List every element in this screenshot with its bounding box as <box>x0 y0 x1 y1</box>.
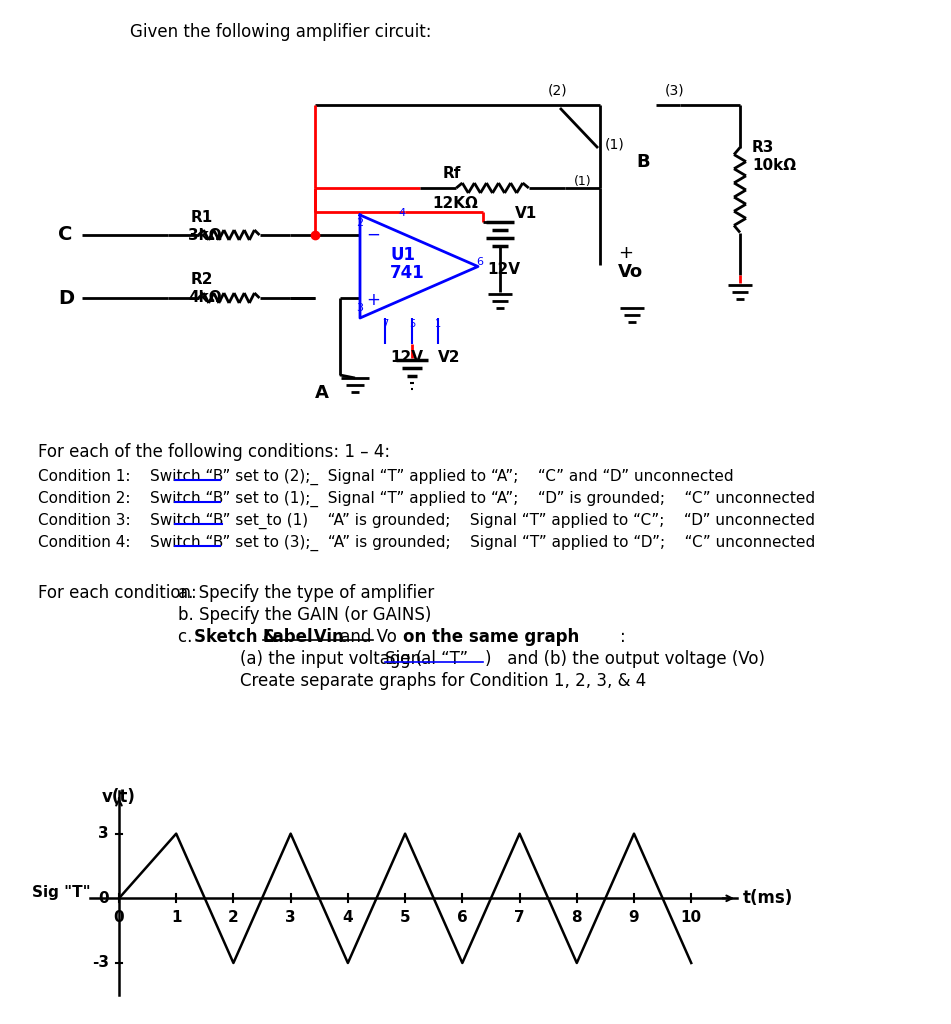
Text: Vo: Vo <box>618 263 643 281</box>
Text: and Vo: and Vo <box>335 628 407 646</box>
Text: For each condition:: For each condition: <box>38 584 197 602</box>
Text: 4kΩ: 4kΩ <box>188 291 222 305</box>
Text: Given the following amplifier circuit:: Given the following amplifier circuit: <box>130 23 432 41</box>
Text: 3: 3 <box>356 303 363 313</box>
Text: 7: 7 <box>514 910 525 925</box>
Text: D: D <box>58 289 74 307</box>
Text: A: A <box>315 384 329 402</box>
Text: B: B <box>636 153 650 171</box>
Text: R3: R3 <box>752 140 774 156</box>
Text: 0: 0 <box>98 891 108 906</box>
Text: 3: 3 <box>98 826 108 841</box>
Text: −: − <box>366 226 379 244</box>
Text: 5: 5 <box>409 319 416 329</box>
Text: 10: 10 <box>681 910 702 925</box>
Text: v(t): v(t) <box>102 788 136 806</box>
Text: 8: 8 <box>572 910 582 925</box>
Text: (a) the input voltage (: (a) the input voltage ( <box>240 650 422 668</box>
Text: Sig "T": Sig "T" <box>31 886 90 900</box>
Text: 1: 1 <box>171 910 182 925</box>
Text: 12V: 12V <box>487 262 520 278</box>
Text: Rf: Rf <box>443 166 461 180</box>
Text: R2: R2 <box>191 272 214 288</box>
Text: Label: Label <box>263 628 314 646</box>
Text: For each of the following conditions: 1 – 4:: For each of the following conditions: 1 … <box>38 443 390 461</box>
Text: a. Specify the type of amplifier: a. Specify the type of amplifier <box>178 584 435 602</box>
Text: V2: V2 <box>438 350 460 366</box>
Text: 4: 4 <box>398 208 405 218</box>
Text: :: : <box>620 628 626 646</box>
Text: Condition 3:    Switch “B” set_to (1)    “A” is grounded;    Signal “T” applied : Condition 3: Switch “B” set_to (1) “A” i… <box>38 513 815 529</box>
Text: (1): (1) <box>574 174 592 187</box>
Text: t(ms): t(ms) <box>743 889 793 907</box>
Text: 1: 1 <box>435 319 441 329</box>
Text: on the same graph: on the same graph <box>403 628 579 646</box>
Text: 9: 9 <box>629 910 639 925</box>
Text: 6: 6 <box>456 910 468 925</box>
Text: Vin: Vin <box>308 628 343 646</box>
Text: U1: U1 <box>390 246 415 264</box>
Text: 2: 2 <box>228 910 239 925</box>
Text: Condition 1:    Switch “B” set to (2);_  Signal “T” applied to “A”;    “C” and “: Condition 1: Switch “B” set to (2);_ Sig… <box>38 469 733 485</box>
Text: Condition 2:    Switch “B” set to (1);_  Signal “T” applied to “A”;    “D” is gr: Condition 2: Switch “B” set to (1);_ Sig… <box>38 490 815 507</box>
Text: Sketch &: Sketch & <box>194 628 283 646</box>
Text: 12V: 12V <box>390 350 423 366</box>
Text: V1: V1 <box>515 206 537 220</box>
Text: 12KΩ: 12KΩ <box>432 196 477 211</box>
Text: 10kΩ: 10kΩ <box>752 159 796 173</box>
Text: )   and (b) the output voltage (Vo): ) and (b) the output voltage (Vo) <box>485 650 765 668</box>
Text: +: + <box>366 291 379 309</box>
Text: c.: c. <box>178 628 198 646</box>
Text: 741: 741 <box>390 264 425 282</box>
Text: (1): (1) <box>605 138 625 152</box>
Text: (2): (2) <box>548 83 568 97</box>
Text: 5: 5 <box>399 910 411 925</box>
Text: 6: 6 <box>476 257 483 267</box>
Text: 3: 3 <box>285 910 296 925</box>
Text: -3: -3 <box>91 955 108 971</box>
Text: Condition 4:    Switch “B” set to (3);_  “A” is grounded;    Signal “T” applied : Condition 4: Switch “B” set to (3);_ “A”… <box>38 535 815 551</box>
Text: R1: R1 <box>191 210 213 224</box>
Text: 4: 4 <box>342 910 353 925</box>
Text: 7: 7 <box>382 319 388 329</box>
Text: 0: 0 <box>114 910 125 925</box>
Text: b. Specify the GAIN (or GAINS): b. Specify the GAIN (or GAINS) <box>178 606 432 624</box>
Text: +: + <box>618 244 633 262</box>
Text: C: C <box>58 225 72 245</box>
Text: 3kΩ: 3kΩ <box>188 227 222 243</box>
Text: Signal “T”: Signal “T” <box>385 650 468 668</box>
Text: Create separate graphs for Condition 1, 2, 3, & 4: Create separate graphs for Condition 1, … <box>240 672 647 690</box>
Text: (3): (3) <box>665 83 685 97</box>
Text: 2: 2 <box>356 218 363 228</box>
